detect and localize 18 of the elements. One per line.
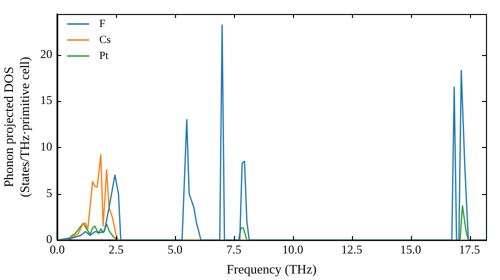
y-tick-label: 20 [40, 46, 52, 61]
x-tick-label: 7.5 [226, 242, 242, 256]
y-axis-title: Phonon projected DOS (States/THz·primitive cell) [1, 56, 32, 198]
legend-label: Cs [99, 34, 111, 46]
y-tick-label: 0 [46, 232, 52, 246]
x-tick-label: 5.0 [168, 242, 182, 256]
y-tick-label: 15 [40, 93, 52, 108]
legend-label: Pt [99, 50, 108, 62]
x-axis-title: Frequency (THz) [226, 262, 317, 277]
y-tick-label: 10 [40, 140, 52, 154]
x-tick-label: 0.0 [50, 242, 65, 256]
x-tick-label: 15.0 [400, 242, 422, 256]
y-tick-label: 5 [46, 186, 52, 200]
x-tick-label: 17.5 [459, 242, 480, 256]
x-tick-label: 12.5 [341, 242, 362, 256]
x-tick-label: 10.0 [282, 242, 304, 256]
x-tick-label: 2.5 [108, 242, 124, 256]
legend-label: F [99, 18, 106, 30]
